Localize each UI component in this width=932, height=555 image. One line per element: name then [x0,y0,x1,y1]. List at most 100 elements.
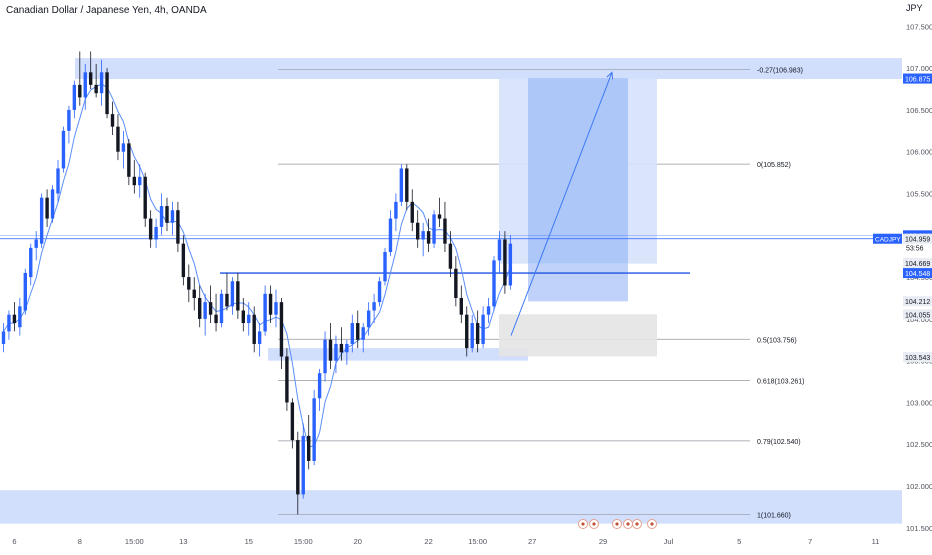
candle[interactable] [339,327,344,361]
candle[interactable] [465,306,469,357]
candle[interactable] [470,314,474,353]
candle[interactable] [503,231,507,294]
candle[interactable] [203,293,207,336]
event-marker-icon[interactable] [589,519,599,529]
target-zone-inner[interactable] [528,78,628,264]
price-scale-label[interactable]: 103.543 [903,352,932,363]
candle[interactable] [372,293,376,324]
candle[interactable] [263,285,267,336]
candle[interactable] [67,105,71,144]
candle[interactable] [99,59,104,106]
candle[interactable] [78,51,82,106]
symbol-tag[interactable]: CADJPY [873,233,902,244]
candle[interactable] [143,172,147,227]
price-scale-label[interactable]: 104.055 [903,309,932,320]
candle[interactable] [23,268,27,315]
candle[interactable] [334,335,338,374]
candle[interactable] [410,189,414,232]
candle[interactable] [307,414,311,470]
candle[interactable] [301,423,305,499]
candle[interactable] [350,314,354,353]
candle[interactable] [247,302,251,336]
candle[interactable] [29,243,33,286]
event-marker-icon[interactable] [647,519,657,529]
candle[interactable] [252,306,256,353]
candle[interactable] [257,323,262,357]
candle[interactable] [432,210,436,248]
candle[interactable] [241,297,245,332]
price-scale-label[interactable]: 104.212 [903,296,932,307]
candle[interactable] [7,310,11,340]
candle[interactable] [405,164,409,211]
candle[interactable] [148,210,153,248]
candle[interactable] [208,285,213,324]
candle[interactable] [230,277,235,315]
candle[interactable] [154,218,158,248]
position-band[interactable] [528,263,628,302]
candle[interactable] [328,323,333,370]
candle[interactable] [18,297,22,336]
candle[interactable] [198,285,202,328]
candle[interactable] [61,126,66,173]
candle[interactable] [83,63,87,110]
candle[interactable] [317,369,322,411]
candle[interactable] [225,272,229,311]
event-marker-icon[interactable] [632,519,642,529]
candle[interactable] [481,306,485,349]
candle[interactable] [192,277,196,311]
candle[interactable] [132,160,136,194]
candle[interactable] [366,302,371,336]
candle[interactable] [165,197,169,232]
candle[interactable] [110,101,115,136]
projection-arrow-line[interactable] [510,72,613,336]
candle[interactable] [170,201,175,236]
candle[interactable] [39,193,44,248]
candle[interactable] [394,193,398,232]
price-scale-label[interactable]: 104.548 [903,268,932,279]
candle[interactable] [377,277,382,307]
price-scale-label[interactable]: 106.875 [903,73,932,84]
candle[interactable] [56,160,60,202]
candle[interactable] [219,289,224,328]
candle[interactable] [105,68,109,119]
candle[interactable] [312,389,316,466]
candle[interactable] [236,272,240,319]
candle[interactable] [492,256,496,311]
candle[interactable] [127,139,131,186]
candle[interactable] [94,63,98,98]
candle[interactable] [89,51,93,90]
candle[interactable] [121,130,126,169]
candle[interactable] [508,235,513,290]
candle[interactable] [116,114,120,161]
candle[interactable] [138,164,142,198]
candle[interactable] [1,323,6,353]
candle[interactable] [296,431,300,515]
event-marker-icon[interactable] [612,519,622,529]
candle[interactable] [426,218,431,253]
candle[interactable] [323,331,327,382]
candle[interactable] [497,231,502,273]
candle[interactable] [361,323,365,353]
candle[interactable] [443,201,447,253]
supply-zone-top[interactable] [75,58,902,80]
candle[interactable] [159,193,164,236]
price-scale-label[interactable]: 104.669 [903,257,932,268]
candle[interactable] [279,297,284,370]
candle[interactable] [181,235,186,286]
candle[interactable] [416,210,420,248]
candle[interactable] [383,247,387,286]
candle[interactable] [356,310,360,349]
candle[interactable] [459,285,463,324]
moving-average-line[interactable] [3,83,511,448]
candle[interactable] [176,201,180,253]
event-marker-icon[interactable] [578,519,588,529]
candle[interactable] [187,264,191,303]
candle[interactable] [72,80,77,119]
price-scale-label[interactable]: 104.959 [903,233,932,244]
candle[interactable] [388,210,393,257]
candle[interactable] [399,164,404,207]
candle[interactable] [45,189,49,227]
support-zone-mid[interactable] [268,348,528,361]
candle[interactable] [448,231,453,278]
candle[interactable] [274,289,278,328]
